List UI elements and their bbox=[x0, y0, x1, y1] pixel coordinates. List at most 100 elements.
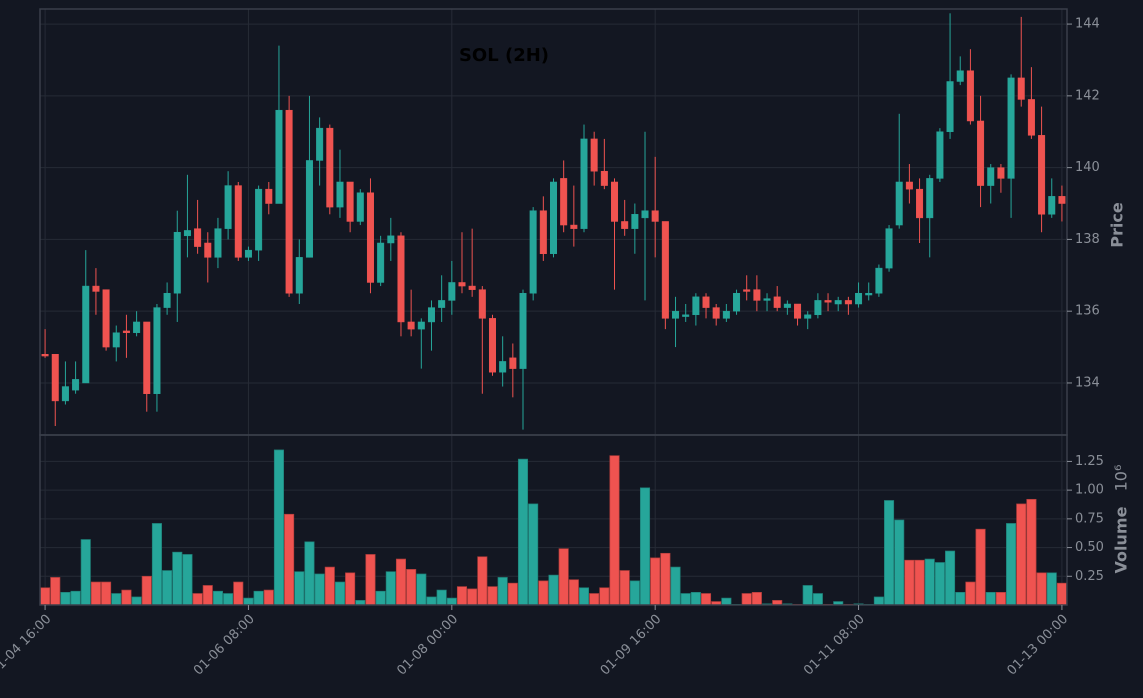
candle-body bbox=[387, 235, 395, 244]
volume-bar bbox=[294, 571, 305, 606]
candle-body bbox=[275, 109, 283, 204]
volume-bar bbox=[172, 551, 183, 606]
volume-bar bbox=[446, 597, 457, 606]
volume-bar bbox=[680, 593, 691, 606]
y-tick-label: 134 bbox=[1075, 375, 1100, 390]
candle-body bbox=[92, 285, 100, 292]
volume-bar bbox=[141, 575, 152, 606]
candle-body bbox=[794, 303, 802, 319]
volume-bar bbox=[273, 449, 284, 606]
candle-body bbox=[855, 292, 863, 305]
candle-body bbox=[824, 300, 832, 303]
volume-bar bbox=[223, 593, 234, 606]
candle-body bbox=[743, 289, 751, 292]
candle-body bbox=[661, 221, 669, 319]
volume-bar bbox=[253, 590, 264, 606]
volume-bar bbox=[985, 592, 996, 606]
candle-body bbox=[885, 228, 893, 269]
volume-bar bbox=[467, 588, 478, 606]
candle-body bbox=[427, 307, 435, 323]
volume-bar bbox=[639, 487, 651, 606]
volume-bar bbox=[426, 596, 437, 606]
candle-body bbox=[1038, 135, 1046, 215]
y-axis-label: Price bbox=[1108, 202, 1127, 248]
candle-body bbox=[1017, 77, 1025, 100]
volume-bar bbox=[1056, 582, 1067, 606]
volume-bar bbox=[1046, 572, 1057, 606]
candle-body bbox=[377, 242, 385, 283]
volume-bar bbox=[111, 593, 122, 606]
volume-bar bbox=[304, 541, 315, 606]
candle-body bbox=[346, 181, 354, 222]
volume-bar bbox=[965, 581, 976, 606]
volume-y-tick-label: 1.25 bbox=[1075, 454, 1104, 469]
volume-bar bbox=[578, 587, 590, 606]
volume-bar bbox=[619, 570, 630, 606]
volume-bar bbox=[670, 566, 681, 606]
volume-bar bbox=[212, 590, 223, 606]
candle-body bbox=[1027, 99, 1035, 136]
volume-bar bbox=[406, 569, 417, 606]
candle-body bbox=[519, 292, 527, 369]
volume-bar bbox=[924, 558, 935, 606]
volume-bar bbox=[629, 580, 640, 606]
volume-bar bbox=[538, 580, 549, 606]
candle-body bbox=[224, 185, 232, 229]
y-tick-label: 136 bbox=[1075, 304, 1100, 319]
candle-body bbox=[417, 321, 425, 330]
candle-body bbox=[194, 228, 202, 247]
candle-body bbox=[844, 300, 852, 305]
candle-body bbox=[326, 127, 334, 208]
volume-bar bbox=[528, 503, 539, 606]
candle-body bbox=[61, 386, 69, 402]
volume-bar bbox=[884, 500, 895, 606]
candle-body bbox=[773, 296, 781, 308]
volume-bar bbox=[345, 572, 356, 606]
candle-body bbox=[173, 231, 181, 294]
candle-body bbox=[397, 235, 405, 323]
volume-bar bbox=[202, 585, 213, 606]
volume-bar bbox=[80, 539, 91, 606]
candle-body bbox=[163, 292, 171, 308]
candle-body bbox=[356, 192, 364, 222]
candle-body bbox=[570, 224, 578, 229]
volume-y-tick-label: 0.75 bbox=[1075, 511, 1104, 526]
candle-body bbox=[722, 310, 730, 319]
volume-bar bbox=[131, 596, 142, 606]
candle-body bbox=[285, 109, 293, 294]
y-tick-label: 140 bbox=[1075, 160, 1100, 175]
volume-bar bbox=[263, 589, 274, 606]
volume-bar bbox=[375, 590, 386, 606]
volume-bar bbox=[334, 581, 345, 606]
volume-bar bbox=[151, 523, 162, 606]
candle-body bbox=[753, 289, 761, 301]
volume-bar bbox=[233, 581, 244, 606]
volume-bar bbox=[487, 586, 498, 606]
candle-body bbox=[1007, 77, 1015, 179]
candle-body bbox=[905, 181, 913, 190]
volume-bar bbox=[914, 559, 925, 606]
candle-body bbox=[621, 221, 629, 229]
candle-body bbox=[183, 230, 191, 237]
volume-bar bbox=[700, 593, 712, 606]
candle-body bbox=[834, 300, 842, 305]
volume-bar bbox=[324, 566, 335, 606]
candle-body bbox=[153, 307, 161, 394]
volume-bar bbox=[873, 596, 884, 606]
volume-bar bbox=[589, 593, 600, 606]
volume-bar bbox=[50, 577, 61, 606]
candle-body bbox=[997, 167, 1005, 179]
candle-body bbox=[336, 181, 344, 208]
volume-bar bbox=[1036, 572, 1047, 606]
volume-scale-label: 10⁶ bbox=[1112, 465, 1131, 492]
volume-bar bbox=[497, 577, 508, 606]
candle-body bbox=[82, 285, 90, 384]
volume-y-tick-label: 1.00 bbox=[1075, 483, 1104, 498]
candle-body bbox=[641, 210, 649, 219]
volume-bar bbox=[385, 571, 396, 606]
candle-body bbox=[560, 178, 568, 226]
volume-bar bbox=[507, 582, 518, 606]
candle-body bbox=[458, 282, 466, 287]
candle-body bbox=[651, 210, 659, 222]
